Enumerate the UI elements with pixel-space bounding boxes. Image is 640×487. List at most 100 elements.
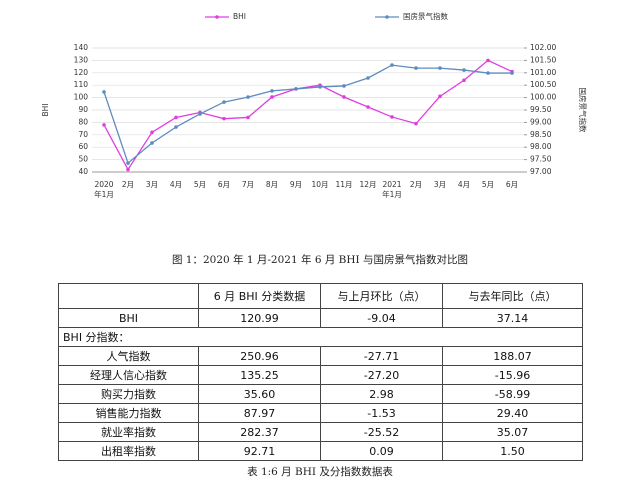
x-tick-label: 12月 [359,180,376,189]
table-cell: 出租率指数 [58,441,199,461]
y-tick-label: 110 [74,80,89,89]
x-tick-label: 2月 [122,180,134,189]
x-tick-label: 2020 年1月 [94,180,114,199]
legend-label: 国房景气指数 [403,11,448,21]
table-cell: -58.99 [442,384,583,404]
point [222,116,226,121]
table-cell: -1.53 [320,403,443,423]
table-cell: -25.52 [320,422,443,442]
point [150,130,154,135]
x-tick-label: 10月 [311,180,328,189]
header-cell: 与上月环比（点） [320,283,443,309]
header-row: 6 月 BHI 分类数据 与上月环比（点） 与去年同比（点） [58,283,583,309]
table-cell: 1.50 [442,441,583,461]
table-cell: 人气指数 [58,346,199,366]
y2-tick-label: 100.00 [530,93,556,102]
header-cell: 6 月 BHI 分类数据 [198,283,321,309]
point [294,87,298,91]
y-tick-label: 60 [78,142,88,151]
y-tick-label: 90 [78,105,88,114]
point [102,90,106,94]
y2-tick-label: 99.00 [530,117,552,126]
y-tick-label: 130 [74,55,89,64]
legend-marker [215,15,219,19]
table-cell: -27.71 [320,346,443,366]
y2-tick-label: 98.00 [530,142,552,151]
x-tick-label: 3月 [146,180,158,189]
y-tick-label: 50 [78,155,88,164]
table-cell: 2.98 [320,384,443,404]
point [414,121,418,126]
point [342,84,346,88]
point [198,112,202,116]
point [390,63,394,67]
y2-tick-label: 97.50 [530,155,552,164]
y2-tick-label: 99.50 [530,105,552,114]
x-tick-label: 5月 [482,180,494,189]
point [462,68,466,72]
point [270,95,274,99]
x-tick-label: 11月 [335,180,352,189]
table-row: BHI 分指数： [58,327,583,347]
y-tick-label: 100 [74,93,89,102]
y-axis-label: BHI [41,104,50,117]
table-cell: -27.20 [320,365,443,385]
y-tick-label: 40 [78,167,88,176]
point [174,125,178,129]
point [246,95,250,99]
x-tick-label: 2月 [410,180,422,189]
table-cell: 29.40 [442,403,583,423]
point [150,141,154,145]
point [126,167,130,172]
table-row: BHI 120.99 -9.04 37.14 [58,308,583,328]
y2-tick-label: 102.00 [530,43,556,52]
x-tick-label: 8月 [266,180,278,189]
point [438,94,442,99]
point [438,66,442,70]
y2-tick-label: 101.00 [530,68,556,77]
table-cell: 购买力指数 [58,384,199,404]
point [246,115,250,120]
y2-tick-label: 101.50 [530,55,556,64]
y-tick-label: 70 [78,130,88,139]
x-tick-label: 2021 年1月 [382,180,402,199]
table-cell: 35.60 [198,384,321,404]
chart: 40 50 60 70 80 90 100 110 120 130 140 97.00 97.50 98.… [41,11,588,199]
y2-tick-label: 97.00 [530,167,552,176]
table-cell: 87.97 [198,403,321,423]
data-table: 6 月 BHI 分类数据 与上月环比（点） 与去年同比（点） BHI 120.99 -9.… [58,283,583,461]
table-row: 经理人信心指数 135.25 -27.20 -15.96 [58,365,583,385]
y-tick-label: 120 [74,68,89,77]
table-row: 购买力指数 35.60 2.98 -58.99 [58,384,583,404]
line-series [103,59,513,171]
point [414,66,418,70]
y2-axis-label: 国房景气指数 [578,88,588,133]
x-tick-label: 6月 [506,180,518,189]
table-cell: BHI [58,308,199,328]
table-cell: 92.71 [198,441,321,461]
y2-tick-label: 100.50 [530,80,556,89]
point [174,115,178,120]
table-row: 人气指数 250.96 -27.71 188.07 [58,346,583,366]
x-tick-label: 9月 [290,180,302,189]
point [486,71,490,75]
x-tick-label: 4月 [170,180,182,189]
table-cell: 250.96 [198,346,321,366]
x-tick-label: 4月 [458,180,470,189]
x-tick-label: 6月 [218,180,230,189]
x-tick-label: 7月 [242,180,254,189]
y-tick-label: 80 [78,117,88,126]
table-cell: 销售能力指数 [58,403,199,423]
point [102,123,106,127]
header-cell: 与去年同比（点） [442,283,583,309]
line-series [103,64,512,165]
x-tick-label: 3月 [434,180,446,189]
point [342,95,346,99]
header-cell [58,283,199,309]
table-cell: 35.07 [442,422,583,442]
table-cell: -15.96 [442,365,583,385]
legend-label: BHI [233,12,246,21]
point [126,161,130,165]
table-cell: 经理人信心指数 [58,365,199,385]
